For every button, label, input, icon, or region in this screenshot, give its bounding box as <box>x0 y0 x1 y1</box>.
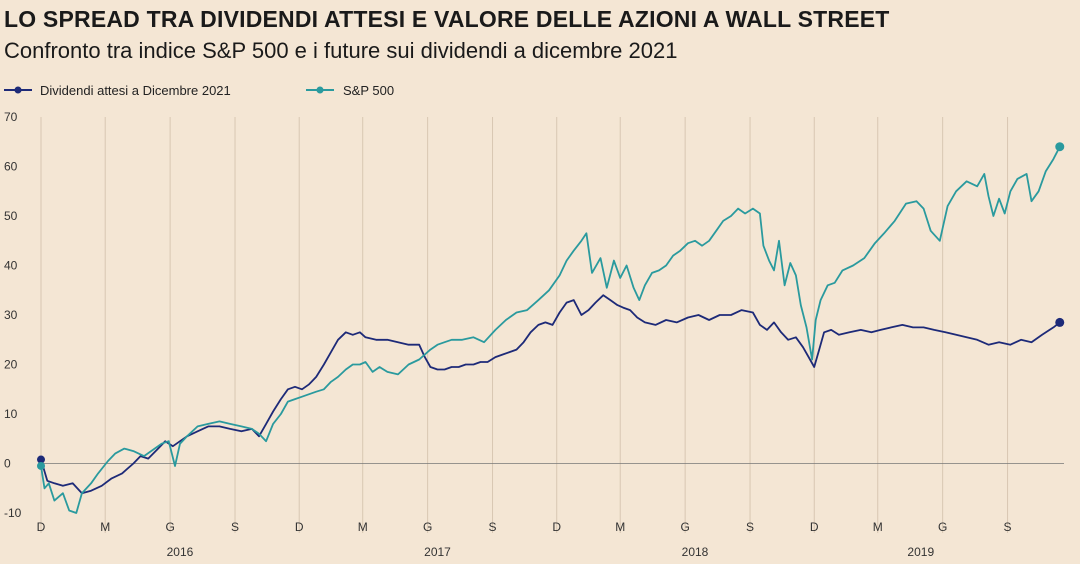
series-start-point <box>37 461 45 470</box>
x-tick-label: S <box>489 520 497 534</box>
x-tick-label: D <box>552 520 561 534</box>
x-tick-label: G <box>938 520 947 534</box>
x-tick-label: D <box>810 520 819 534</box>
x-tick-label: D <box>37 520 46 534</box>
x-tick-label: G <box>165 520 174 534</box>
legend-marker-dividendi <box>14 86 22 94</box>
series-end-point <box>1055 142 1065 152</box>
chart-title: LO SPREAD TRA DIVIDENDI ATTESI E VALORE … <box>4 6 890 32</box>
x-tick-label: M <box>100 520 110 534</box>
y-tick-label: 60 <box>4 160 18 174</box>
grid-layer <box>40 117 1009 533</box>
series-layer <box>37 142 1065 514</box>
legend: Dividendi attesi a Dicembre 2021 S&P 500 <box>4 83 394 98</box>
x-year-label: 2019 <box>907 545 934 559</box>
y-tick-label: 70 <box>4 110 18 124</box>
legend-label-dividendi: Dividendi attesi a Dicembre 2021 <box>40 83 231 98</box>
legend-label-sp500: S&P 500 <box>343 83 394 98</box>
series-start-point <box>37 455 45 464</box>
x-tick-label: M <box>358 520 368 534</box>
series-end-point <box>1055 317 1065 327</box>
chart-subtitle: Confronto tra indice S&P 500 e i future … <box>4 38 678 63</box>
x-tick-label: D <box>295 520 304 534</box>
x-tick-label: S <box>231 520 239 534</box>
x-tick-label: S <box>1004 520 1012 534</box>
y-tick-label: 50 <box>4 209 18 223</box>
series-line-sp500 <box>40 146 1061 514</box>
series-line-dividendi <box>40 294 1061 495</box>
x-tick-label: G <box>680 520 689 534</box>
x-year-label: 2016 <box>167 545 194 559</box>
x-tick-label: M <box>615 520 625 534</box>
y-tick-label: 40 <box>4 259 18 273</box>
x-year-label: 2018 <box>682 545 709 559</box>
x-tick-label: G <box>423 520 432 534</box>
x-tick-label: S <box>746 520 754 534</box>
y-tick-label: 0 <box>4 457 11 471</box>
y-tick-label: 30 <box>4 308 18 322</box>
y-tick-label: -10 <box>4 506 22 520</box>
x-year-label: 2017 <box>424 545 451 559</box>
axis-layer: D M G S D M G S D M G S D M G S 2016 2017 2018 2019 -10 0 10 20… <box>4 110 1064 559</box>
y-tick-label: 10 <box>4 407 18 421</box>
y-tick-label: 20 <box>4 358 18 372</box>
x-tick-label: M <box>873 520 883 534</box>
legend-marker-sp500 <box>316 86 324 94</box>
